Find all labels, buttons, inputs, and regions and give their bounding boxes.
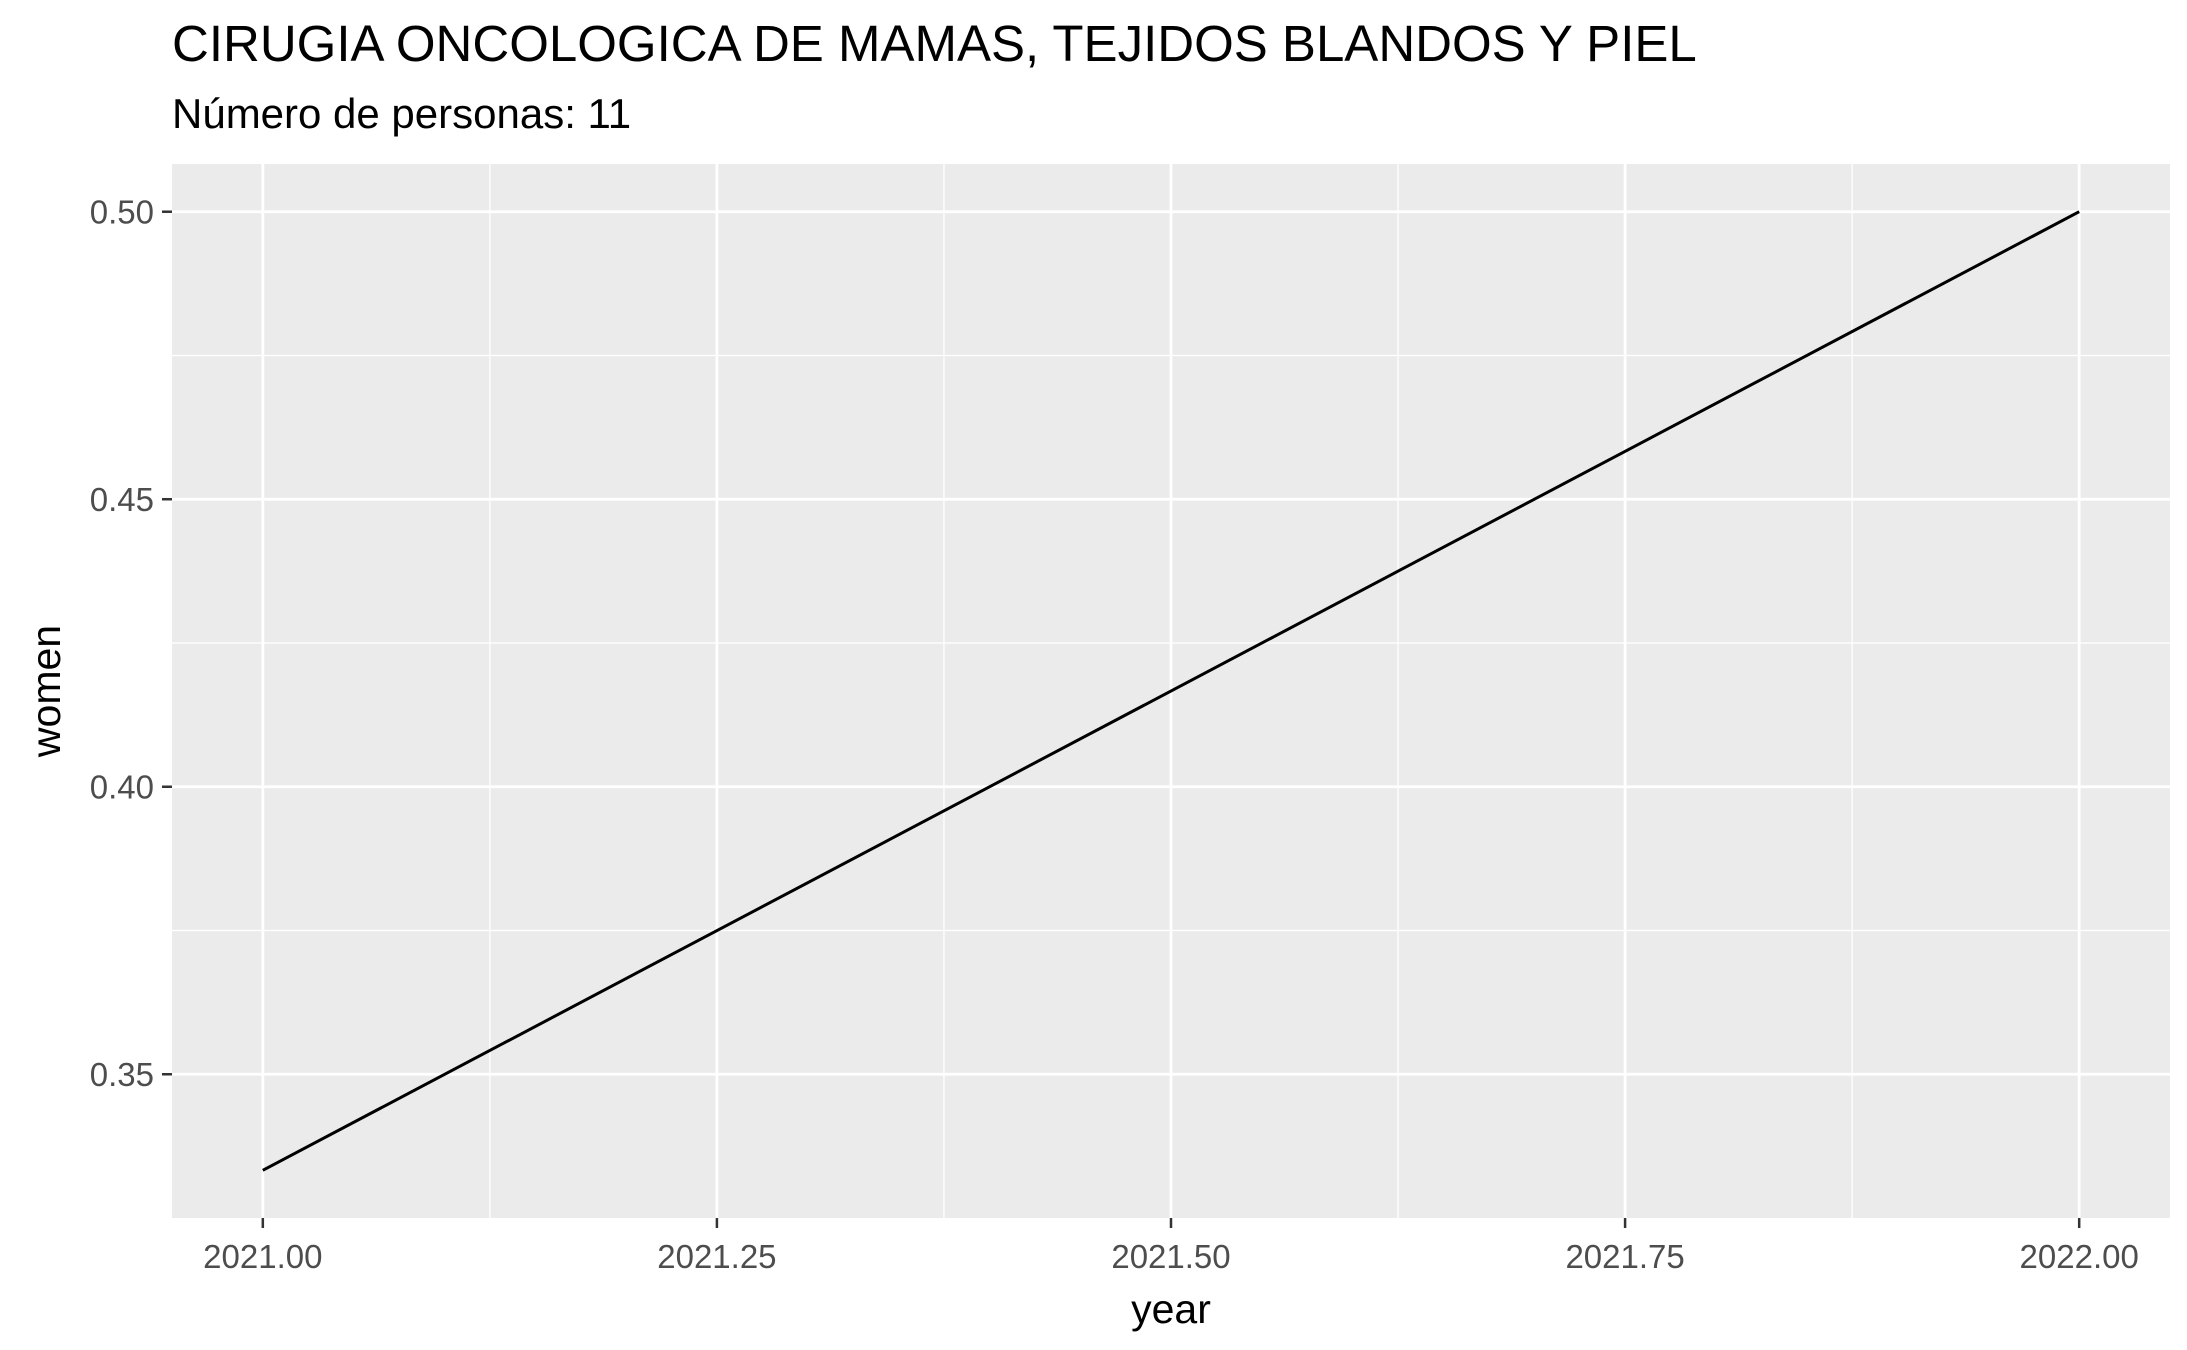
y-tick-label: 0.40 [90, 769, 154, 806]
x-axis-title: year [1131, 1286, 1211, 1332]
data-series [262, 210, 2080, 1172]
y-tick-label: 0.50 [90, 194, 154, 231]
y-axis: 0.35 0.40 0.45 0.50 [90, 194, 172, 1093]
y-axis-title: women [23, 625, 69, 758]
major-gridlines [172, 164, 2170, 1218]
y-tick-label: 0.45 [90, 481, 154, 518]
chart-subtitle: Número de personas: 11 [172, 90, 632, 137]
y-tick-label: 0.35 [90, 1056, 154, 1093]
chart-title: CIRUGIA ONCOLOGICA DE MAMAS, TEJIDOS BLA… [172, 15, 1697, 72]
x-tick-label: 2021.00 [203, 1238, 322, 1275]
x-tick-label: 2021.25 [657, 1238, 776, 1275]
x-axis: 2021.00 2021.25 2021.50 2021.75 2022.00 [203, 1218, 2139, 1275]
x-tick-label: 2022.00 [2020, 1238, 2139, 1275]
series-line-1 [262, 210, 2080, 1172]
x-tick-label: 2021.50 [1111, 1238, 1230, 1275]
x-tick-label: 2021.75 [1565, 1238, 1684, 1275]
